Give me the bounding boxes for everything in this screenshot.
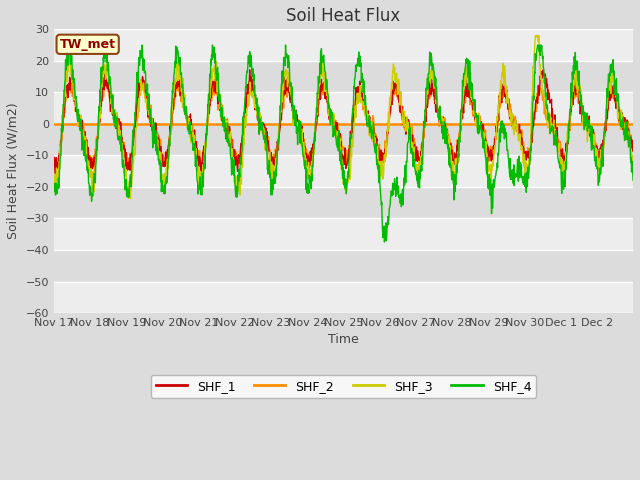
- Line: SHF_4: SHF_4: [54, 45, 633, 242]
- SHF_4: [381, 239, 388, 245]
- SHF_3: [50, 171, 58, 177]
- SHF_2: [141, 87, 149, 93]
- SHF_4: [329, 115, 337, 120]
- SHF_2: [318, 85, 326, 91]
- SHF_4: [318, 55, 326, 60]
- SHF_4: [481, 149, 488, 155]
- SHF_1: [246, 67, 253, 72]
- Bar: [54, 92, 633, 124]
- SHF_2: [623, 127, 630, 132]
- SHF_3: [629, 156, 637, 162]
- Bar: [54, 29, 633, 61]
- SHF_4: [629, 178, 637, 183]
- SHF_3: [481, 131, 488, 136]
- Bar: [54, 281, 633, 313]
- Line: SHF_2: SHF_2: [54, 73, 633, 174]
- SHF_1: [141, 85, 148, 91]
- Bar: [54, 218, 633, 250]
- SHF_1: [566, 109, 573, 115]
- SHF_2: [50, 156, 58, 161]
- Line: SHF_3: SHF_3: [54, 36, 633, 199]
- SHF_2: [481, 132, 488, 138]
- Bar: [54, 156, 633, 187]
- SHF_4: [623, 125, 630, 131]
- SHF_2: [329, 117, 337, 122]
- SHF_4: [50, 183, 58, 189]
- SHF_2: [629, 146, 637, 152]
- X-axis label: Time: Time: [328, 334, 359, 347]
- SHF_3: [531, 33, 539, 38]
- SHF_3: [566, 119, 573, 124]
- SHF_1: [318, 82, 326, 87]
- SHF_2: [102, 70, 109, 76]
- SHF_4: [566, 118, 573, 123]
- Line: SHF_1: SHF_1: [54, 70, 633, 177]
- SHF_4: [141, 69, 148, 74]
- SHF_1: [481, 134, 488, 140]
- SHF_1: [623, 128, 630, 133]
- SHF_3: [318, 65, 326, 71]
- SHF_2: [566, 118, 573, 124]
- SHF_4: [101, 42, 109, 48]
- Text: TW_met: TW_met: [60, 38, 116, 51]
- Title: Soil Heat Flux: Soil Heat Flux: [286, 7, 401, 25]
- SHF_1: [50, 163, 58, 168]
- Y-axis label: Soil Heat Flux (W/m2): Soil Heat Flux (W/m2): [7, 103, 20, 240]
- SHF_1: [629, 147, 637, 153]
- SHF_2: [52, 171, 60, 177]
- SHF_3: [127, 196, 134, 202]
- SHF_3: [141, 91, 148, 96]
- SHF_3: [329, 130, 337, 135]
- SHF_1: [329, 118, 337, 124]
- SHF_3: [623, 122, 630, 128]
- SHF_1: [197, 174, 205, 180]
- Legend: SHF_1, SHF_2, SHF_3, SHF_4: SHF_1, SHF_2, SHF_3, SHF_4: [150, 374, 536, 397]
